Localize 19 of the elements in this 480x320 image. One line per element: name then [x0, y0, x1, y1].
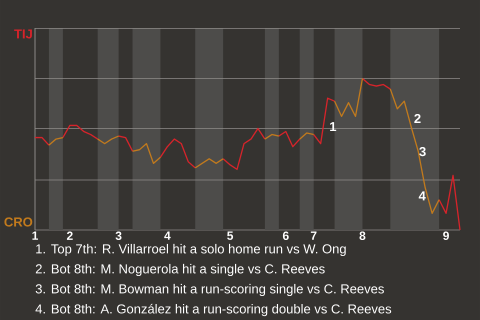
text: TIJ [14, 29, 32, 39]
x-tick-label: 4 [164, 232, 171, 240]
annotation: 1 [330, 122, 336, 132]
annotation: 4 [418, 191, 426, 200]
text: 2. Bot 8th: M. Noguerola hit a single vs C. Reeves [36, 264, 325, 276]
x-tick-label: 6 [282, 232, 289, 240]
x-tick-label: 9 [443, 232, 449, 240]
annotation: 3 [419, 147, 426, 156]
x-tick-label: 1 [32, 232, 38, 240]
x-tick-label: 8 [359, 232, 366, 240]
annotation: 2 [414, 114, 421, 124]
x-tick-label: 3 [116, 232, 122, 240]
text: CRO [4, 217, 32, 227]
x-tick-label: 7 [310, 232, 316, 240]
text: 4. Bot 8th: A. González hit a run-scoring double vs C. Reeves [36, 304, 392, 316]
text: 1. Top 7th: R. Villarroel hit a solo home run vs W. Ong [36, 244, 346, 256]
x-tick-label: 5 [227, 232, 234, 240]
text: 3. Bot 8th: M. Bowman hit a run-scoring single vs C. Reeves [36, 284, 384, 296]
x-tick-label: 2 [66, 232, 73, 240]
